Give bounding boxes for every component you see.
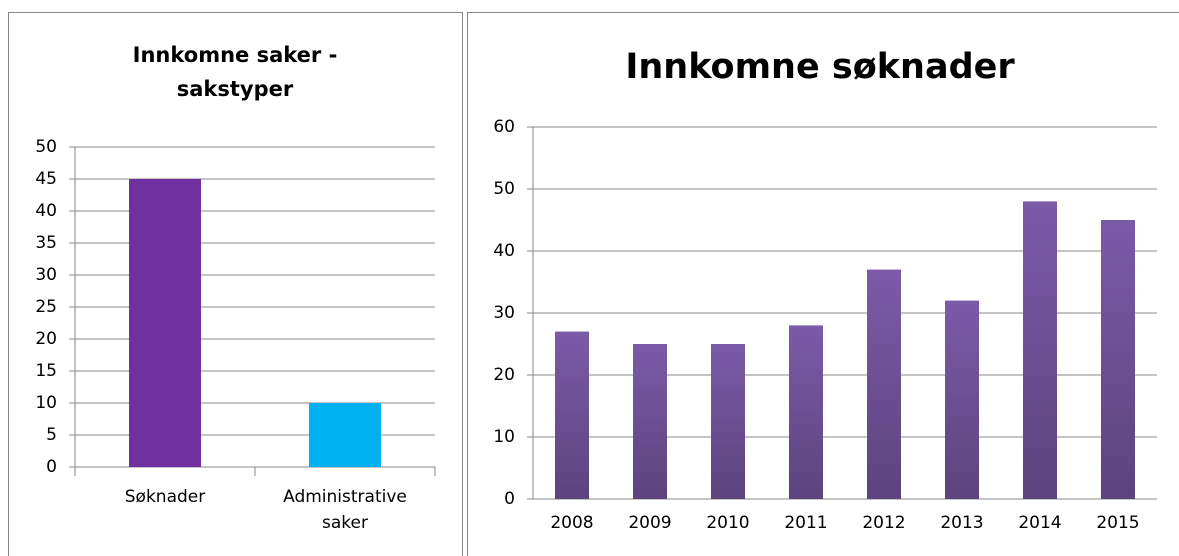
y-tick-label: 10 bbox=[493, 427, 515, 447]
y-tick-label: 20 bbox=[35, 329, 57, 349]
chart-title: Innkomne søknader bbox=[625, 47, 1015, 87]
y-tick-label: 35 bbox=[35, 233, 57, 253]
y-tick-label: 50 bbox=[493, 179, 515, 199]
x-tick-label: 2012 bbox=[862, 513, 906, 533]
bar bbox=[711, 344, 745, 499]
y-tick-label: 60 bbox=[493, 117, 515, 137]
y-tick-label: 15 bbox=[35, 361, 57, 381]
x-tick-label: 2014 bbox=[1018, 513, 1062, 533]
y-tick-label: 20 bbox=[493, 365, 515, 385]
y-tick-label: 30 bbox=[493, 303, 515, 323]
x-tick-label: 2008 bbox=[550, 513, 594, 533]
bar bbox=[945, 300, 979, 499]
x-tick-label: 2013 bbox=[940, 513, 984, 533]
x-tick-label: 2011 bbox=[784, 513, 828, 533]
y-tick-label: 5 bbox=[46, 425, 57, 445]
x-tick-label: Søknader bbox=[124, 487, 206, 507]
bar bbox=[555, 331, 589, 499]
bar bbox=[1101, 220, 1135, 499]
y-tick-label: 45 bbox=[35, 169, 57, 189]
bar bbox=[867, 269, 901, 499]
y-tick-label: 50 bbox=[35, 137, 57, 157]
bar bbox=[633, 344, 667, 499]
y-tick-label: 40 bbox=[35, 201, 57, 221]
bar bbox=[309, 403, 381, 467]
bar bbox=[1023, 201, 1057, 499]
y-tick-label: 25 bbox=[35, 297, 57, 317]
y-tick-label: 0 bbox=[46, 457, 57, 477]
x-tick-label: 2015 bbox=[1096, 513, 1140, 533]
y-tick-label: 10 bbox=[35, 393, 57, 413]
y-tick-label: 0 bbox=[504, 489, 515, 509]
panel-left bbox=[8, 12, 463, 556]
y-tick-label: 40 bbox=[493, 241, 515, 261]
x-tick-label: 2009 bbox=[628, 513, 672, 533]
y-tick-label: 30 bbox=[35, 265, 57, 285]
x-tick-label: Administrative saker bbox=[283, 487, 407, 533]
chart-title: Innkomne saker - sakstyper bbox=[132, 43, 338, 101]
x-tick-label: 2010 bbox=[706, 513, 750, 533]
bar bbox=[789, 325, 823, 499]
bar bbox=[129, 179, 201, 467]
